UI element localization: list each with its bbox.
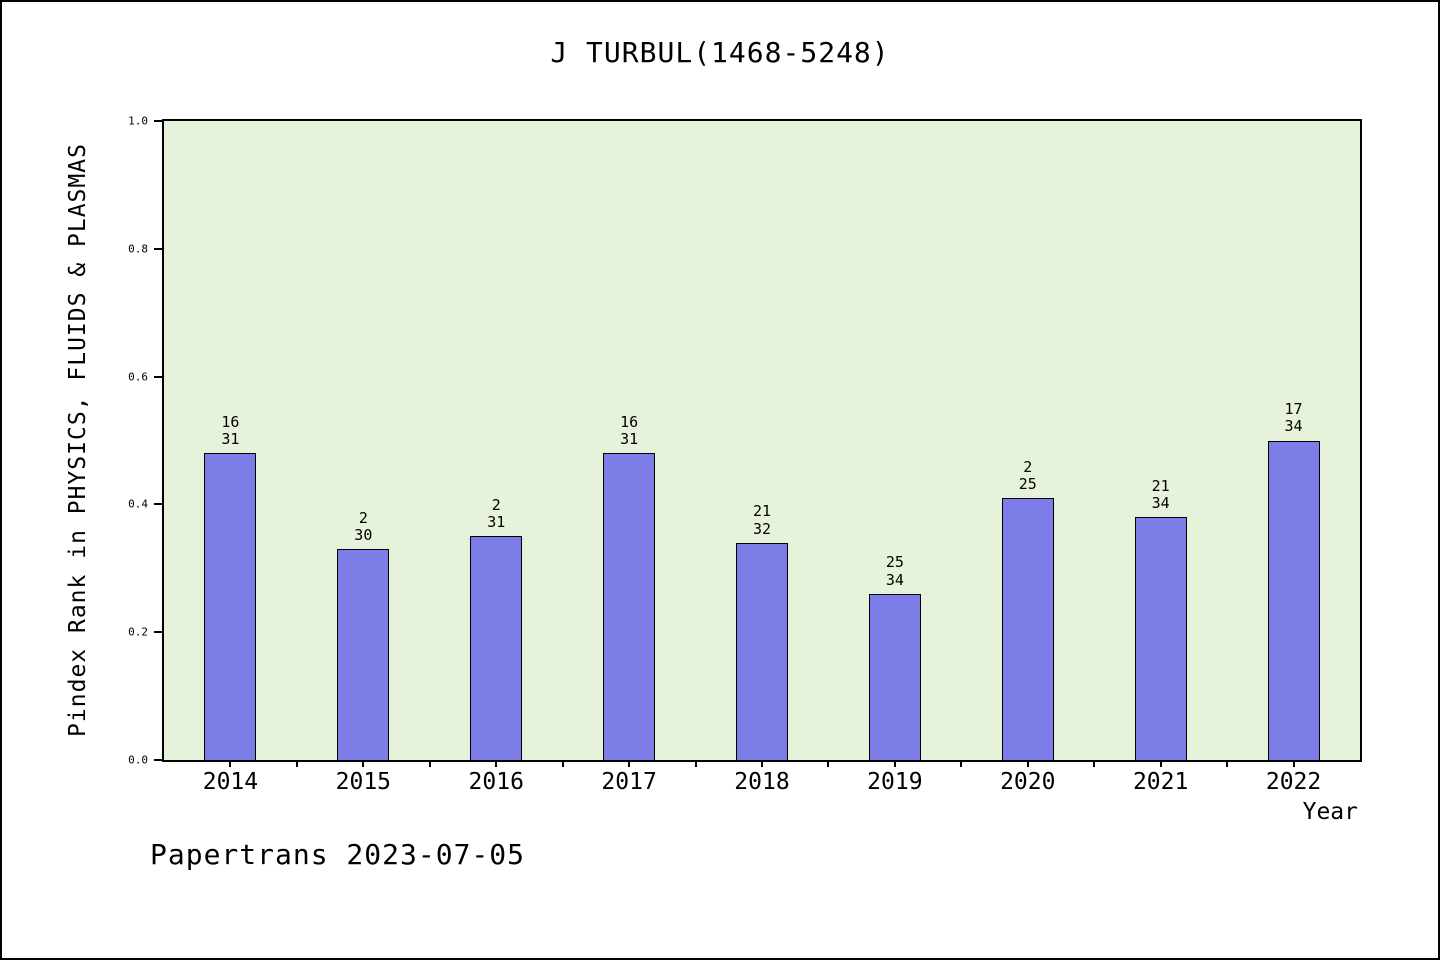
y-tick-label-0.8: 0.8 (128, 242, 148, 256)
x-tick-2022 (1292, 760, 1295, 767)
x-tick-2014 (229, 760, 232, 767)
bar-value-label-2022: 17 34 (1284, 400, 1303, 436)
x-tick-label-2015: 2015 (335, 769, 392, 795)
y-axis-title: Pindex Rank in PHYSICS, FLUIDS & PLASMAS (65, 143, 91, 737)
bar-value-label-2018: 21 32 (752, 502, 772, 538)
x-tick-minor (827, 760, 830, 767)
bar-2015 (337, 549, 390, 760)
x-tick-2020 (1026, 760, 1029, 767)
x-tick-2021 (1159, 760, 1162, 767)
y-tick-1.0 (154, 120, 164, 122)
y-tick-label-0.0: 0.0 (128, 753, 148, 767)
bar-2019 (868, 593, 921, 760)
x-tick-label-2022: 2022 (1265, 769, 1322, 795)
bar-value-label-2019: 25 34 (885, 553, 904, 589)
x-tick-label-2016: 2016 (468, 769, 524, 795)
x-tick-2017 (628, 760, 631, 767)
bar-value-label-2015: 2 30 (354, 508, 373, 544)
bar-2016 (470, 536, 523, 760)
x-tick-label-2018: 2018 (734, 769, 790, 795)
x-tick-minor (1093, 760, 1096, 767)
x-tick-minor (960, 760, 963, 767)
x-tick-2018 (761, 760, 763, 767)
x-tick-minor (561, 760, 564, 767)
y-tick-label-0.4: 0.4 (128, 497, 148, 511)
bar-value-label-2021: 21 34 (1151, 476, 1170, 512)
x-tick-minor (295, 760, 298, 767)
x-tick-label-2021: 2021 (1132, 769, 1189, 795)
bar-2018 (736, 542, 788, 760)
x-tick-minor (694, 760, 697, 767)
bar-value-label-2014: 16 31 (221, 412, 240, 449)
x-tick-label-2020: 2020 (1000, 769, 1056, 795)
bar-value-label-2016: 2 31 (487, 495, 506, 532)
plot-area: 16 31 2014 2 30 2015 2 31 2016 16 31 2017 21 32 2… (128, 115, 1362, 795)
x-tick-minor (1226, 760, 1229, 767)
y-tick-label-1.0: 1.0 (128, 114, 148, 128)
x-tick-label-2014: 2014 (202, 769, 259, 795)
y-tick-label-0.2: 0.2 (128, 625, 148, 639)
watermark-text: Papertrans 2023-07-05 (150, 838, 526, 871)
y-tick-0.6 (154, 375, 164, 378)
x-tick-2019 (893, 760, 896, 767)
bar-2022 (1267, 440, 1320, 760)
bar-2021 (1134, 517, 1187, 760)
x-axis-title: Year (1302, 799, 1358, 825)
y-tick-0.8 (154, 247, 164, 250)
bar-value-label-2020: 2 25 (1018, 457, 1037, 493)
y-tick-label-0.6: 0.6 (128, 370, 148, 384)
x-tick-label-2017: 2017 (601, 769, 657, 795)
bar-2017 (603, 453, 656, 760)
y-tick-0.2 (154, 631, 164, 634)
x-tick-2015 (362, 760, 365, 767)
x-tick-label-2019: 2019 (867, 769, 923, 795)
bar-2020 (1001, 498, 1054, 760)
x-tick-minor (428, 760, 431, 767)
bar-2014 (204, 453, 257, 760)
chart-title: J TURBUL(1468-5248) (550, 36, 890, 69)
x-tick-2016 (495, 760, 498, 767)
y-tick-0.4 (154, 503, 164, 506)
y-tick-0.0 (154, 759, 164, 761)
bar-value-label-2017: 16 31 (620, 412, 639, 449)
